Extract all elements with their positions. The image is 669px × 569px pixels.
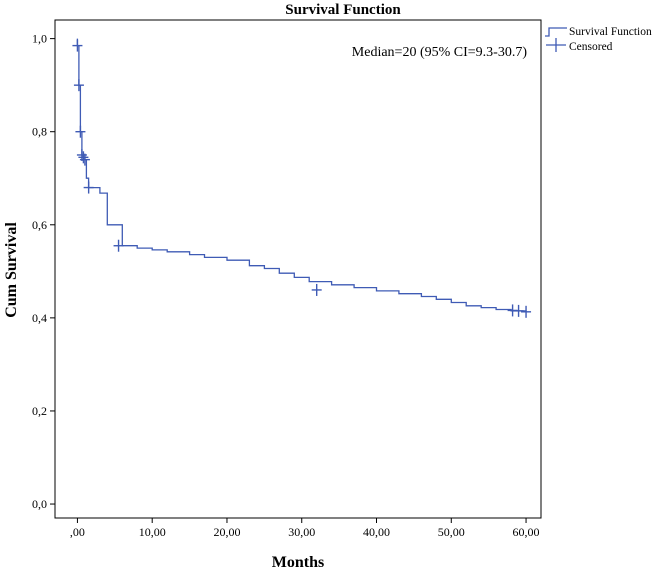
censor-mark (79, 153, 90, 166)
y-tick-label: 0,6 (32, 218, 47, 232)
plot-area-frame (54, 19, 542, 519)
censor-mark (513, 304, 524, 317)
censor-mark (73, 79, 84, 92)
x-tick-label: 20,00 (213, 525, 240, 539)
censor-mark (521, 305, 532, 318)
median-annotation: Median=20 (95% CI=9.3-30.7) (352, 45, 528, 60)
censor-mark (311, 283, 322, 296)
y-axis-label: Cum Survival (3, 222, 20, 318)
y-tick-label: 0,8 (32, 125, 47, 139)
censor-mark (113, 239, 124, 252)
x-tick-label: 60,00 (513, 525, 540, 539)
legend: Survival Function Censored (545, 26, 652, 53)
censored-marks (72, 39, 532, 318)
censor-mark (78, 151, 89, 164)
x-tick-label: 40,00 (363, 525, 390, 539)
x-tick-label: 30,00 (288, 525, 315, 539)
censor-mark (72, 39, 83, 52)
censor-mark (75, 125, 86, 138)
y-tick-label: 0,0 (32, 497, 47, 511)
legend-censored-label: Censored (569, 41, 613, 53)
y-tick-label: 0,4 (32, 311, 47, 325)
chart-title: Survival Function (285, 2, 401, 18)
x-tick-label: 10,00 (139, 525, 166, 539)
legend-survival-swatch (545, 27, 567, 37)
x-tick-label: ,00 (70, 525, 85, 539)
x-axis-label: Months (272, 554, 324, 569)
y-tick-label: 1,0 (32, 32, 47, 46)
x-axis-ticks: ,00 10,00 20,00 30,00 40,00 50,00 60,00 (70, 518, 540, 539)
survival-function-line (76, 38, 527, 312)
y-tick-label: 0,2 (32, 404, 47, 418)
legend-survival-label: Survival Function (569, 26, 652, 38)
x-tick-label: 50,00 (438, 525, 465, 539)
censor-mark (83, 181, 94, 194)
y-axis-ticks: 0,0 0,2 0,4 0,6 0,8 1,0 (32, 32, 55, 511)
